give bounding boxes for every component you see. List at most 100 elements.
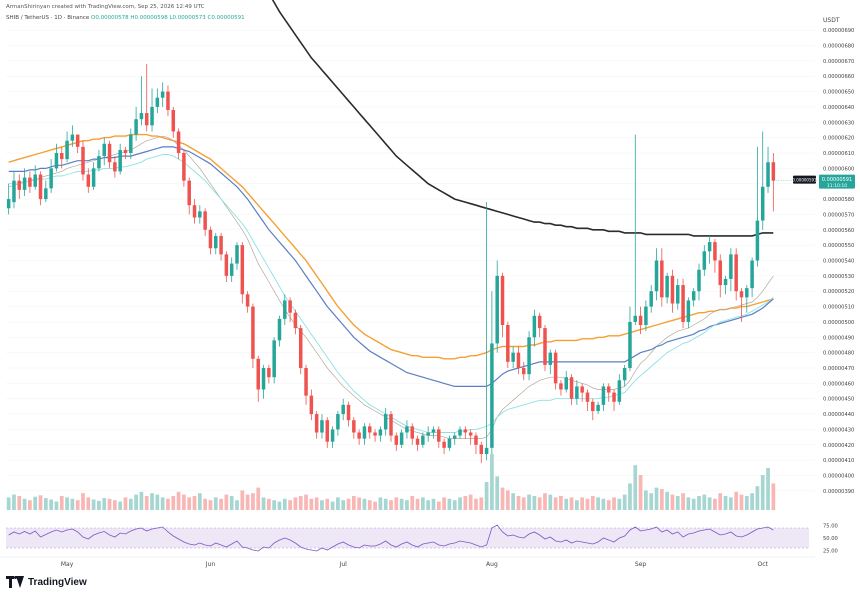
volume-bar	[240, 490, 245, 510]
volume-bar	[697, 496, 701, 510]
volume-bar	[500, 487, 505, 510]
volume-bar	[6, 497, 11, 510]
volume-bar	[59, 496, 64, 510]
candle-body	[739, 291, 744, 298]
volume-bar	[378, 497, 383, 510]
volume-bar	[166, 498, 170, 510]
rsi-tick-label: 50.00	[823, 536, 838, 542]
price-tick-label: 0.00000550	[823, 243, 854, 249]
time-tick-label: Oct	[758, 561, 769, 568]
candle-body	[139, 113, 144, 120]
candle-body	[171, 110, 176, 132]
candle-body	[198, 211, 202, 218]
ma-price-badge	[793, 175, 816, 184]
volume-bar	[54, 501, 59, 510]
volume-bar	[309, 498, 314, 510]
volume-bar	[543, 493, 547, 510]
candle-body	[686, 300, 691, 322]
candle-body	[479, 444, 484, 454]
candle-body	[548, 352, 553, 365]
volume-bar	[564, 498, 569, 510]
tradingview-brand[interactable]: TradingView	[6, 576, 87, 588]
candle-body	[633, 315, 638, 322]
volume-bar	[468, 494, 473, 510]
candle-body	[362, 426, 367, 439]
candle-body	[272, 340, 276, 378]
candle-body	[38, 174, 43, 200]
candle-body	[357, 432, 361, 439]
candle-body	[325, 420, 330, 442]
volume-bar	[208, 500, 213, 510]
candle-body	[336, 414, 340, 430]
candle-body	[176, 131, 181, 153]
volume-bar	[330, 501, 335, 510]
volume-bar	[410, 496, 415, 510]
candle-body	[224, 254, 229, 276]
volume-bar	[426, 500, 431, 510]
volume-bar	[638, 475, 643, 510]
volume-bar	[734, 491, 739, 510]
candle-body	[293, 312, 298, 329]
candle-body	[660, 260, 664, 298]
time-tick-label: Jul	[339, 561, 348, 568]
volume-bar	[383, 498, 388, 510]
volume-bar	[617, 498, 622, 510]
volume-bar	[659, 489, 664, 510]
candle-body	[702, 251, 707, 270]
volume-bar	[681, 493, 685, 510]
candle-body	[537, 315, 542, 329]
tradingview-logo-icon	[6, 576, 24, 588]
volume-bar	[415, 498, 420, 510]
price-tick-label: 0.00000440	[823, 412, 854, 418]
volume-bar	[91, 499, 96, 510]
candle-body	[240, 245, 245, 295]
candle-body	[368, 426, 372, 433]
volume-bar	[245, 494, 250, 510]
candle-body	[628, 321, 632, 368]
price-tick-label: 0.00000670	[823, 59, 854, 65]
candle-body	[553, 352, 558, 384]
time-tick-label: Jun	[205, 561, 216, 568]
volume-bar	[320, 500, 324, 510]
candle-body	[474, 435, 478, 445]
candle-body	[267, 368, 271, 378]
volume-bar	[113, 500, 117, 510]
candle-body	[463, 429, 468, 433]
volume-bar	[97, 500, 101, 510]
ma-price-badge-text: 0.00000591	[792, 178, 817, 183]
candlesticks	[6, 63, 776, 464]
candle-body	[575, 386, 579, 399]
volume-bar	[675, 496, 680, 510]
time-tick-label: Sep	[635, 561, 647, 568]
volume-bar	[723, 496, 728, 510]
volume-bar	[298, 496, 303, 510]
volume-bar	[144, 496, 149, 510]
volume-bar	[43, 498, 48, 510]
volume-bar	[537, 497, 542, 510]
volume-bar	[171, 496, 176, 510]
volume-bar	[399, 498, 404, 510]
candle-body	[17, 180, 22, 190]
candle-body	[214, 235, 218, 249]
candle-body	[585, 392, 590, 402]
candle-body	[107, 143, 112, 163]
volume-bar	[33, 496, 38, 510]
candle-body	[192, 205, 197, 218]
volume-bar	[176, 491, 181, 510]
candle-body	[389, 414, 393, 436]
candle-body	[118, 149, 122, 172]
price-tick-label: 0.00000490	[823, 335, 854, 341]
candle-body	[182, 153, 186, 181]
candle-body	[569, 377, 574, 399]
candle-body	[591, 401, 595, 411]
volume-bar	[405, 500, 409, 510]
candle-body	[81, 146, 85, 175]
time-tick-label: May	[61, 561, 74, 568]
candle-body	[54, 153, 59, 169]
candle-body	[580, 386, 584, 393]
volume-bar	[86, 497, 91, 510]
candle-body	[298, 328, 303, 368]
candle-body	[208, 229, 213, 249]
volume-bar	[314, 497, 319, 510]
